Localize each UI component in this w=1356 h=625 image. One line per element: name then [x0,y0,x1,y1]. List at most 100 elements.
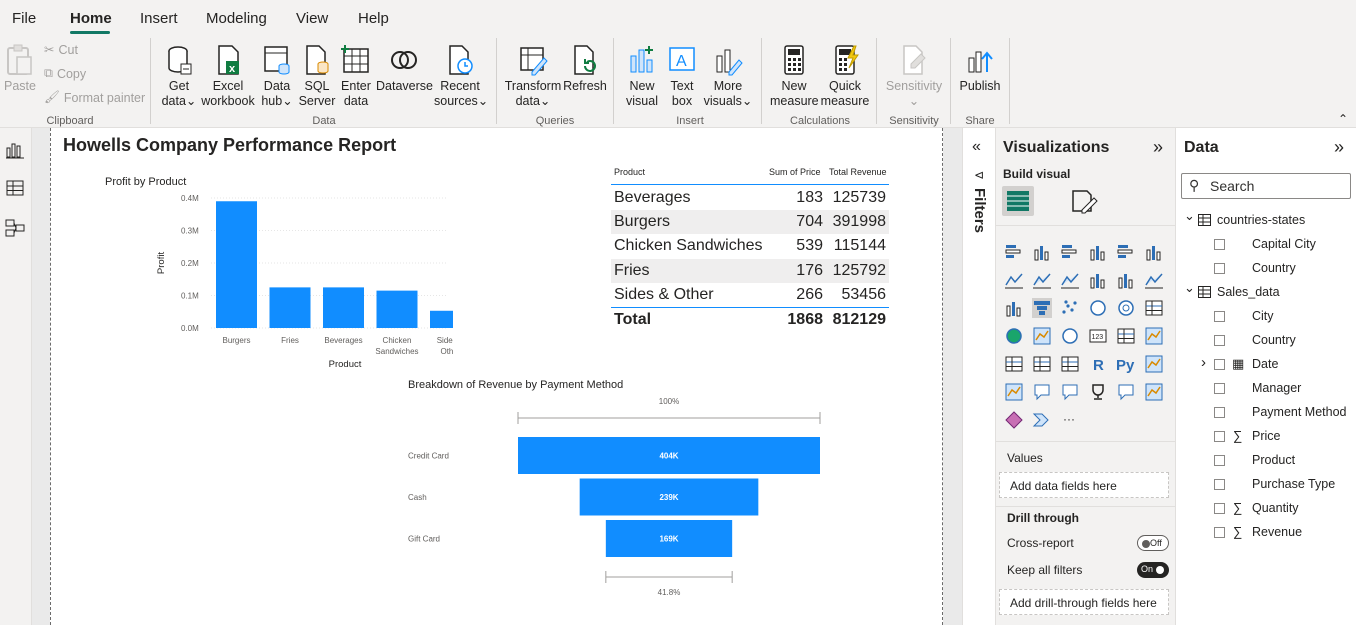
field-item[interactable]: Country [1176,330,1356,352]
more-visuals-icon[interactable]: ··· [1060,410,1080,430]
python-visual-icon[interactable]: Py [1116,354,1136,374]
filled-map-icon[interactable] [1032,326,1052,346]
table-view-icon[interactable] [5,178,25,198]
field-checkbox[interactable] [1214,239,1225,250]
menu-insert[interactable]: Insert [140,10,178,27]
multi-row-card-icon[interactable] [1116,326,1136,346]
new-visual-button[interactable]: New visual [622,44,662,109]
treemap-icon[interactable] [1144,298,1164,318]
stacked-bar-icon[interactable] [1004,242,1024,262]
paste-button[interactable]: Paste [4,44,36,94]
field-item[interactable]: Manager [1176,378,1356,400]
values-drop-zone[interactable]: Add data fields here [999,472,1169,498]
collapse-pane-icon[interactable]: » [1153,137,1164,157]
scatter-icon[interactable] [1060,298,1080,318]
r-visual-icon[interactable]: R [1088,354,1108,374]
field-checkbox[interactable] [1214,431,1225,442]
menu-view[interactable]: View [296,10,329,27]
smart-narrative-icon[interactable] [1060,382,1080,402]
clustered-column-icon[interactable] [1088,242,1108,262]
field-checkbox[interactable] [1214,503,1225,514]
area-chart-icon[interactable] [1032,270,1052,290]
field-item[interactable]: ∑ Revenue [1176,522,1356,544]
collapse-data-pane-icon[interactable]: » [1334,137,1345,157]
ribbon-chart-icon[interactable] [1144,270,1164,290]
chevron-down-icon[interactable]: ⌄ [1184,280,1195,295]
field-checkbox[interactable] [1214,527,1225,538]
field-checkbox[interactable] [1214,479,1225,490]
slicer-icon[interactable] [1004,354,1024,374]
model-view-icon[interactable] [5,218,25,238]
map-icon[interactable] [1004,326,1024,346]
funnel-bar[interactable] [518,437,820,474]
menu-home[interactable]: Home [70,10,112,27]
data-hub-button[interactable]: Data hub⌄ [258,44,296,109]
revenue-by-payment-funnel[interactable]: Breakdown of Revenue by Payment Method 1… [401,376,821,606]
funnel-bar[interactable] [579,478,759,516]
field-item[interactable]: Purchase Type [1176,474,1356,496]
stacked-area-icon[interactable] [1060,270,1080,290]
table-header-total-revenue[interactable]: Total Revenue [829,167,887,177]
text-box-button[interactable]: A Text box [664,44,700,109]
table-node[interactable]: ⌄ countries-states [1176,208,1356,232]
funnel-bar[interactable] [605,520,733,557]
dataverse-button[interactable]: Dataverse [376,44,433,94]
recent-sources-button[interactable]: Recent sources⌄ [434,44,488,109]
field-item[interactable]: City [1176,306,1356,328]
bar[interactable] [376,290,418,328]
publish-button[interactable]: Publish [956,44,1004,94]
data-search-input[interactable]: ⚲ Search [1181,173,1351,199]
filters-pane[interactable]: « ⊲ Filters [962,128,996,625]
quick-measure-button[interactable]: Quick measure [820,44,870,109]
card-icon[interactable]: 123 [1088,326,1108,346]
field-checkbox[interactable] [1214,455,1225,466]
copy-button[interactable]: ⧉ Copy [44,66,86,81]
format-painter-button[interactable]: 🖌 Format painter [44,90,145,105]
line-chart-icon[interactable] [1004,270,1024,290]
field-item[interactable]: ∑ Price [1176,426,1356,448]
sql-server-button[interactable]: SQL Server [298,44,336,109]
key-influencers-icon[interactable] [1144,354,1164,374]
field-checkbox[interactable] [1214,335,1225,346]
field-item[interactable]: Country [1176,258,1356,280]
bar[interactable] [269,287,311,328]
donut-chart-icon[interactable] [1116,298,1136,318]
report-view-icon[interactable] [5,140,25,160]
field-item[interactable]: › ▦ Date [1176,354,1356,376]
enter-data-button[interactable]: Enter data [338,44,374,109]
more-visuals-button[interactable]: More visuals⌄ [702,44,754,109]
expand-filters-icon[interactable]: « [972,138,981,155]
field-item[interactable]: ∑ Quantity [1176,498,1356,520]
metrics-icon[interactable] [1088,382,1108,402]
chevron-right-icon[interactable]: › [1201,354,1206,371]
bar[interactable] [430,310,453,328]
table-visual-icon[interactable] [1032,354,1052,374]
bar[interactable] [323,287,364,328]
stacked-column-icon[interactable] [1032,242,1052,262]
paginated-report-icon[interactable] [1116,382,1136,402]
clustered-bar-icon[interactable] [1060,242,1080,262]
profit-by-product-chart[interactable]: Profit by Product 0.0M 0.1M 0.2M 0.3M 0.4M Bu… [103,173,453,373]
qa-icon[interactable] [1032,382,1052,402]
format-visual-tab[interactable] [1068,186,1100,216]
menu-modeling[interactable]: Modeling [206,10,267,27]
waterfall-icon[interactable] [1004,298,1024,318]
power-automate-icon[interactable] [1032,410,1052,430]
field-checkbox[interactable] [1214,263,1225,274]
bar[interactable] [216,201,257,328]
new-measure-button[interactable]: New measure [770,44,819,109]
arcgis-icon[interactable] [1144,382,1164,402]
field-checkbox[interactable] [1214,383,1225,394]
table-node[interactable]: ⌄ Sales_data [1176,280,1356,304]
refresh-button[interactable]: Refresh [563,44,607,94]
line-clustered-column-icon[interactable] [1116,270,1136,290]
line-column-icon[interactable] [1088,270,1108,290]
table-header-sum-price[interactable]: Sum of Price [769,167,821,177]
table-header-product[interactable]: Product [614,167,646,177]
funnel-icon[interactable] [1032,298,1052,318]
keep-filters-toggle[interactable]: On [1137,562,1169,578]
transform-data-button[interactable]: Transform data⌄ [503,44,563,109]
power-apps-icon[interactable] [1004,410,1024,430]
decomposition-tree-icon[interactable] [1004,382,1024,402]
pie-chart-icon[interactable] [1088,298,1108,318]
